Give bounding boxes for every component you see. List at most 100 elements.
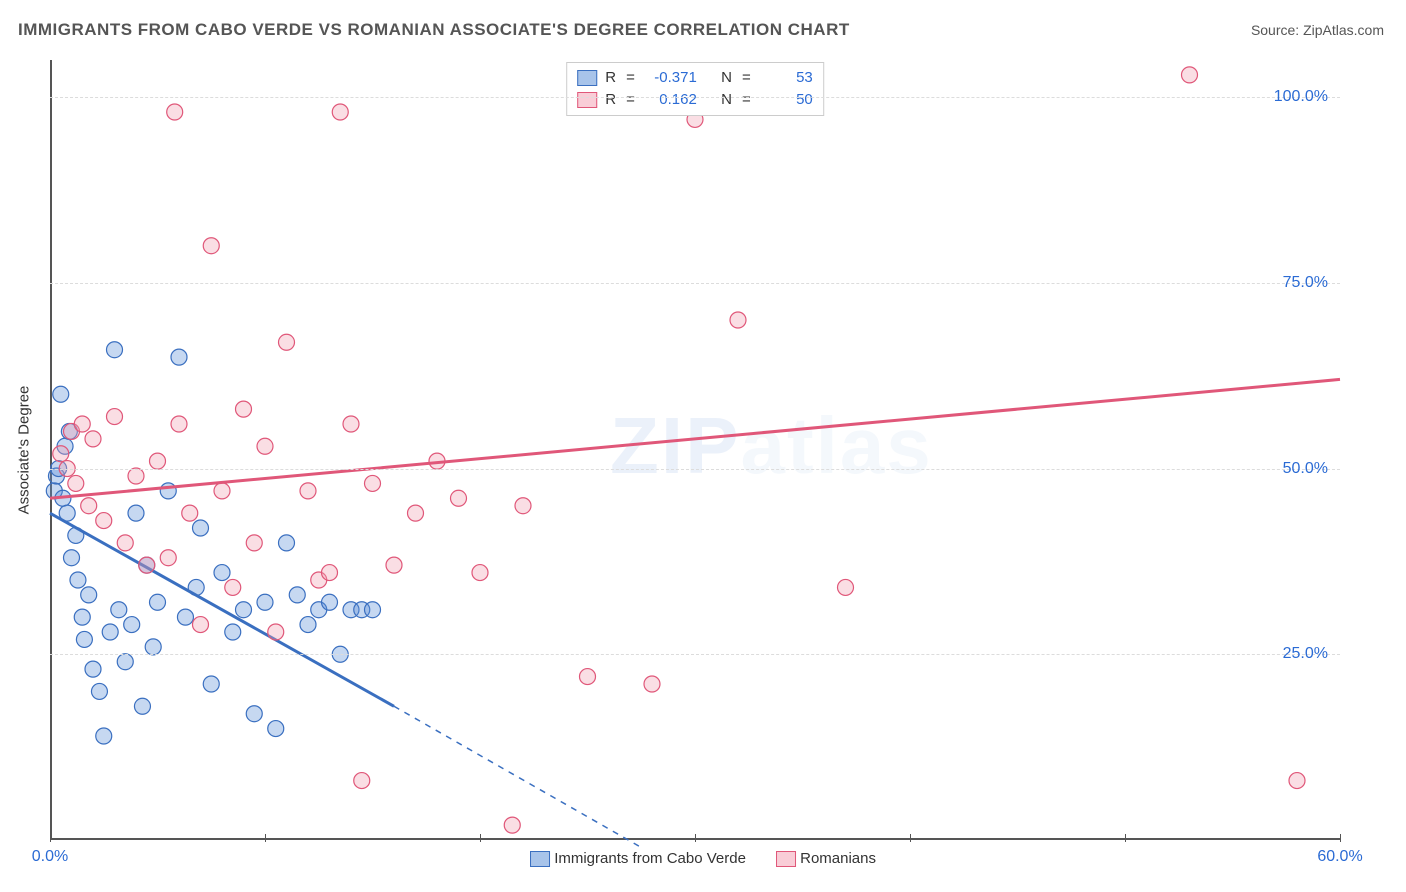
chart-svg xyxy=(50,60,1340,840)
stat-R-label: R xyxy=(605,89,616,111)
y-tick-label: 75.0% xyxy=(1283,274,1328,292)
scatter-point xyxy=(150,594,166,610)
x-tick xyxy=(50,834,51,842)
scatter-point xyxy=(365,602,381,618)
scatter-point xyxy=(451,490,467,506)
scatter-point xyxy=(64,550,80,566)
trend-line xyxy=(50,513,394,706)
scatter-point xyxy=(81,498,97,514)
scatter-point xyxy=(214,565,230,581)
legend-item-0: Immigrants from Cabo Verde xyxy=(530,850,746,867)
stat-R-val-1: 0.162 xyxy=(645,89,697,111)
scatter-point xyxy=(107,342,123,358)
scatter-point xyxy=(107,409,123,425)
source-label: Source: ZipAtlas.com xyxy=(1251,22,1384,38)
scatter-point xyxy=(81,587,97,603)
scatter-point xyxy=(74,416,90,432)
stat-R-label: R xyxy=(605,67,616,89)
scatter-point xyxy=(102,624,118,640)
scatter-point xyxy=(160,550,176,566)
legend-swatch-blue xyxy=(577,70,597,86)
scatter-point xyxy=(193,617,209,633)
stat-N-label: N xyxy=(721,67,732,89)
scatter-point xyxy=(85,661,101,677)
trend-line xyxy=(50,379,1340,498)
y-axis-title: Associate's Degree xyxy=(16,386,33,515)
scatter-point xyxy=(365,475,381,491)
scatter-point xyxy=(76,631,92,647)
scatter-point xyxy=(838,579,854,595)
scatter-point xyxy=(53,446,69,462)
legend-item-1: Romanians xyxy=(776,850,876,867)
legend-series: Immigrants from Cabo Verde Romanians xyxy=(530,850,876,867)
x-tick xyxy=(1125,834,1126,842)
scatter-point xyxy=(70,572,86,588)
scatter-point xyxy=(171,349,187,365)
scatter-point xyxy=(268,624,284,640)
scatter-point xyxy=(145,639,161,655)
stat-N-val-0: 53 xyxy=(761,67,813,89)
scatter-point xyxy=(85,431,101,447)
legend-swatch-0 xyxy=(530,851,550,867)
grid-line xyxy=(50,283,1340,284)
scatter-point xyxy=(279,535,295,551)
scatter-point xyxy=(257,438,273,454)
legend-stats: R= -0.371 N= 53 R= 0.162 N= 50 xyxy=(566,62,824,116)
legend-label-0: Immigrants from Cabo Verde xyxy=(554,850,746,867)
scatter-point xyxy=(203,238,219,254)
scatter-point xyxy=(171,416,187,432)
scatter-point xyxy=(408,505,424,521)
scatter-point xyxy=(91,683,107,699)
scatter-point xyxy=(68,475,84,491)
scatter-point xyxy=(289,587,305,603)
scatter-point xyxy=(386,557,402,573)
scatter-point xyxy=(257,594,273,610)
stat-N-val-1: 50 xyxy=(761,89,813,111)
legend-swatch-pink xyxy=(577,92,597,108)
scatter-point xyxy=(124,617,140,633)
scatter-point xyxy=(111,602,127,618)
scatter-point xyxy=(96,728,112,744)
x-tick xyxy=(480,834,481,842)
y-tick-label: 100.0% xyxy=(1274,88,1328,106)
legend-swatch-1 xyxy=(776,851,796,867)
scatter-point xyxy=(117,654,133,670)
legend-label-1: Romanians xyxy=(800,850,876,867)
scatter-point xyxy=(322,594,338,610)
legend-stats-row-0: R= -0.371 N= 53 xyxy=(577,67,813,89)
scatter-point xyxy=(236,602,252,618)
scatter-point xyxy=(268,721,284,737)
scatter-point xyxy=(236,401,252,417)
stat-N-label: N xyxy=(721,89,732,111)
stat-R-val-0: -0.371 xyxy=(645,67,697,89)
scatter-point xyxy=(472,565,488,581)
scatter-point xyxy=(504,817,520,833)
scatter-point xyxy=(300,483,316,499)
scatter-point xyxy=(74,609,90,625)
grid-line xyxy=(50,97,1340,98)
scatter-point xyxy=(1289,773,1305,789)
legend-stats-row-1: R= 0.162 N= 50 xyxy=(577,89,813,111)
grid-line xyxy=(50,469,1340,470)
scatter-point xyxy=(225,624,241,640)
x-tick-label: 0.0% xyxy=(32,848,68,866)
scatter-point xyxy=(128,468,144,484)
scatter-point xyxy=(160,483,176,499)
scatter-point xyxy=(300,617,316,633)
chart-title: IMMIGRANTS FROM CABO VERDE VS ROMANIAN A… xyxy=(18,20,850,40)
scatter-point xyxy=(182,505,198,521)
scatter-point xyxy=(1182,67,1198,83)
x-tick-label: 60.0% xyxy=(1317,848,1362,866)
scatter-point xyxy=(177,609,193,625)
scatter-point xyxy=(134,698,150,714)
scatter-point xyxy=(332,104,348,120)
scatter-point xyxy=(96,513,112,529)
scatter-point xyxy=(322,565,338,581)
scatter-point xyxy=(139,557,155,573)
scatter-point xyxy=(580,669,596,685)
x-tick xyxy=(1340,834,1341,842)
y-tick-label: 50.0% xyxy=(1283,460,1328,478)
plot-area: ZIPatlas R= -0.371 N= 53 R= 0.162 N= 50 … xyxy=(50,60,1340,840)
y-tick-label: 25.0% xyxy=(1283,645,1328,663)
scatter-point xyxy=(214,483,230,499)
